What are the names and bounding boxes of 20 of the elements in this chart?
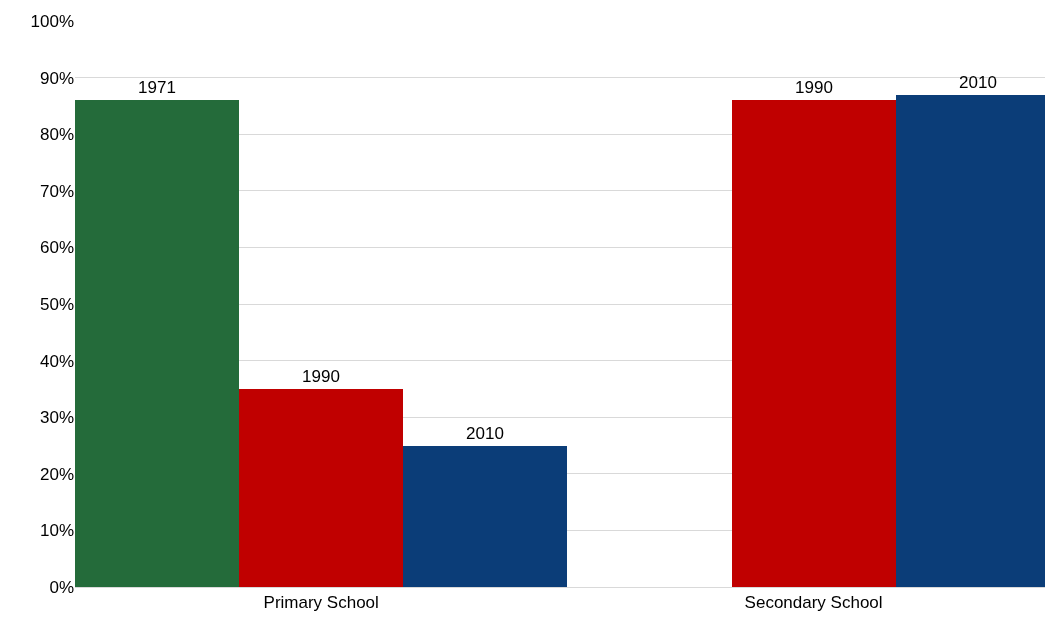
series-label: 2010	[466, 424, 504, 443]
text: 1990	[795, 78, 833, 97]
bar	[75, 100, 239, 587]
text: 2010	[959, 73, 997, 92]
y-tick-label: 70%	[39, 181, 74, 201]
y-tick-label: 90%	[39, 68, 74, 88]
y-tick-label: 60%	[39, 238, 74, 258]
series-label: 1971	[138, 78, 176, 97]
y-tick-label: 50%	[39, 294, 74, 314]
series-label: 1990	[302, 367, 340, 386]
y-tick-label: 80%	[39, 125, 74, 145]
y-tick-label: 10%	[39, 521, 74, 541]
y-tick-label: 40%	[39, 351, 74, 371]
y-tick-label: 30%	[39, 408, 74, 428]
y-tick-label: 20%	[39, 464, 74, 484]
x-tick-label: Primary School	[263, 593, 379, 613]
bar	[239, 389, 403, 587]
y-tick-label: 0%	[49, 577, 74, 597]
y-tick-label: 100%	[30, 11, 74, 31]
x-tick-label: Secondary School	[744, 593, 883, 613]
